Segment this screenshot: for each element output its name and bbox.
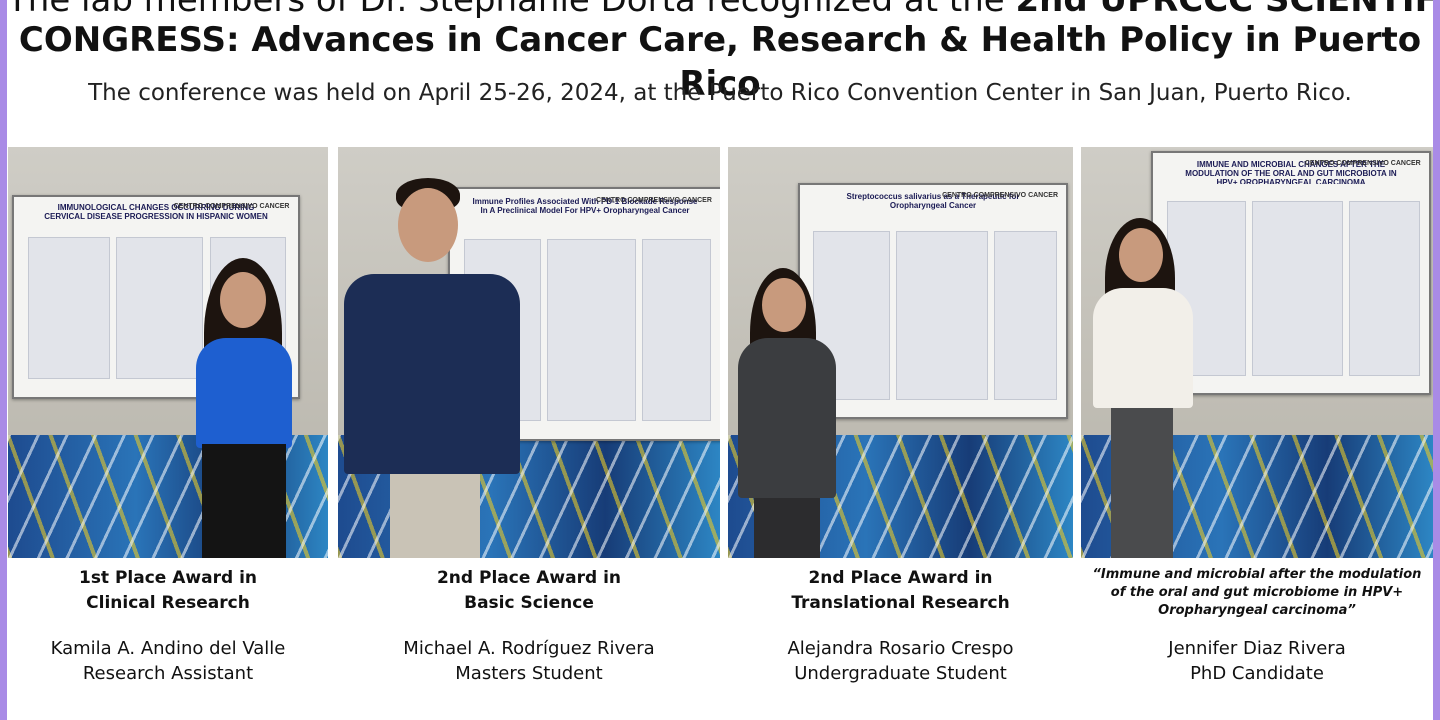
person-figure <box>1085 218 1203 558</box>
person-shirt <box>196 338 292 448</box>
poster-section <box>895 231 989 401</box>
research-poster: IMMUNE AND MICROBIAL CHANGES AFTER THE M… <box>1151 151 1431 395</box>
person-jacket <box>738 338 836 498</box>
person-blouse <box>1093 288 1193 408</box>
winner-name: Michael A. Rodríguez Rivera <box>403 638 655 659</box>
person-figure <box>732 268 842 558</box>
person-pants <box>390 474 480 558</box>
conference-subtitle: The conference was held on April 25-26, … <box>88 80 1352 106</box>
poster-logo: CENTRO COMPRENSIVO CANCER <box>942 191 1059 199</box>
announcement-card: The lab members of Dr. Stephanie Dorta r… <box>7 0 1433 720</box>
winner-name: Alejandra Rosario Crespo <box>787 638 1014 659</box>
poster-logo: CENTRO COMPRENSIVO CANCER <box>596 196 712 204</box>
winner-role: Masters Student <box>455 663 603 684</box>
poster-quote-line-3: Oropharyngeal carcinoma” <box>1158 603 1356 618</box>
person-head <box>398 188 458 262</box>
winner-name: Jennifer Diaz Rivera <box>1168 638 1346 659</box>
person-jacket <box>344 274 520 474</box>
poster-title: IMMUNE AND MICROBIAL CHANGES AFTER THE M… <box>1185 160 1397 185</box>
poster-quote-line-2: of the oral and gut microbiome in HPV+ <box>1110 585 1404 600</box>
poster-title: Immune Profiles Associated With PD-1 Blo… <box>472 196 698 215</box>
person-figure <box>168 258 318 558</box>
headline-line-2: CONGRESS: Advances in Cancer Care, Resea… <box>18 20 1422 104</box>
poster-section <box>1252 201 1343 376</box>
photo-winner-1: IMMUNOLOGICAL CHANGES OCCURRING DURING C… <box>8 147 328 558</box>
poster-section <box>641 239 712 421</box>
award-title-line-2: Basic Science <box>464 593 594 613</box>
winner-name: Kamila A. Andino del Valle <box>50 638 286 659</box>
award-title-line-1: 2nd Place Award in <box>436 568 622 588</box>
person-pants <box>754 498 820 558</box>
award-title-line-1: 1st Place Award in <box>78 568 257 588</box>
caption-winner-3: 2nd Place Award in Translational Researc… <box>728 566 1073 686</box>
award-title-line-1: 2nd Place Award in <box>808 568 993 588</box>
research-poster: Streptococcus salivarius as a Therapeuti… <box>798 183 1068 419</box>
poster-logo: CENTRO COMPRENSIVO CANCER <box>1304 160 1421 168</box>
winner-role: PhD Candidate <box>1190 663 1324 684</box>
award-title-line-2: Clinical Research <box>86 593 250 613</box>
person-pants <box>1111 408 1173 558</box>
award-title-line-2: Translational Research <box>791 593 1010 613</box>
person-head <box>1119 228 1163 282</box>
headline-regular-text: The lab members of Dr. Stephanie Dorta r… <box>7 0 1016 20</box>
caption-winner-4: “Immune and microbial after the modulati… <box>1081 566 1433 686</box>
poster-title: IMMUNOLOGICAL CHANGES OCCURRING DURING C… <box>44 203 268 221</box>
person-figure <box>338 178 528 558</box>
headline-line-1: The lab members of Dr. Stephanie Dorta r… <box>7 0 1433 22</box>
poster-section <box>1348 201 1420 376</box>
person-head <box>220 272 266 328</box>
poster-logo: CENTRO COMPRENSIVO CANCER <box>173 203 290 210</box>
photo-winner-3: Streptococcus salivarius as a Therapeuti… <box>728 147 1073 558</box>
poster-section <box>994 231 1058 401</box>
winner-role: Undergraduate Student <box>794 663 1007 684</box>
poster-title: Streptococcus salivarius as a Therapeuti… <box>846 191 1020 210</box>
person-pants <box>202 444 286 558</box>
photo-winner-2: Immune Profiles Associated With PD-1 Blo… <box>338 147 720 558</box>
headline-bold-text: 2nd UPRCCC SCIENTIFIC <box>1015 0 1433 20</box>
caption-winner-2: 2nd Place Award in Basic Science Michael… <box>338 566 720 686</box>
winner-role: Research Assistant <box>82 663 254 684</box>
person-head <box>762 278 806 332</box>
poster-section <box>116 237 204 379</box>
photo-winner-4: IMMUNE AND MICROBIAL CHANGES AFTER THE M… <box>1081 147 1433 558</box>
poster-quote-line-1: “Immune and microbial after the modulati… <box>1092 567 1422 582</box>
poster-section <box>547 239 636 421</box>
caption-winner-1: 1st Place Award in Clinical Research Kam… <box>8 566 328 686</box>
poster-section <box>28 237 110 379</box>
